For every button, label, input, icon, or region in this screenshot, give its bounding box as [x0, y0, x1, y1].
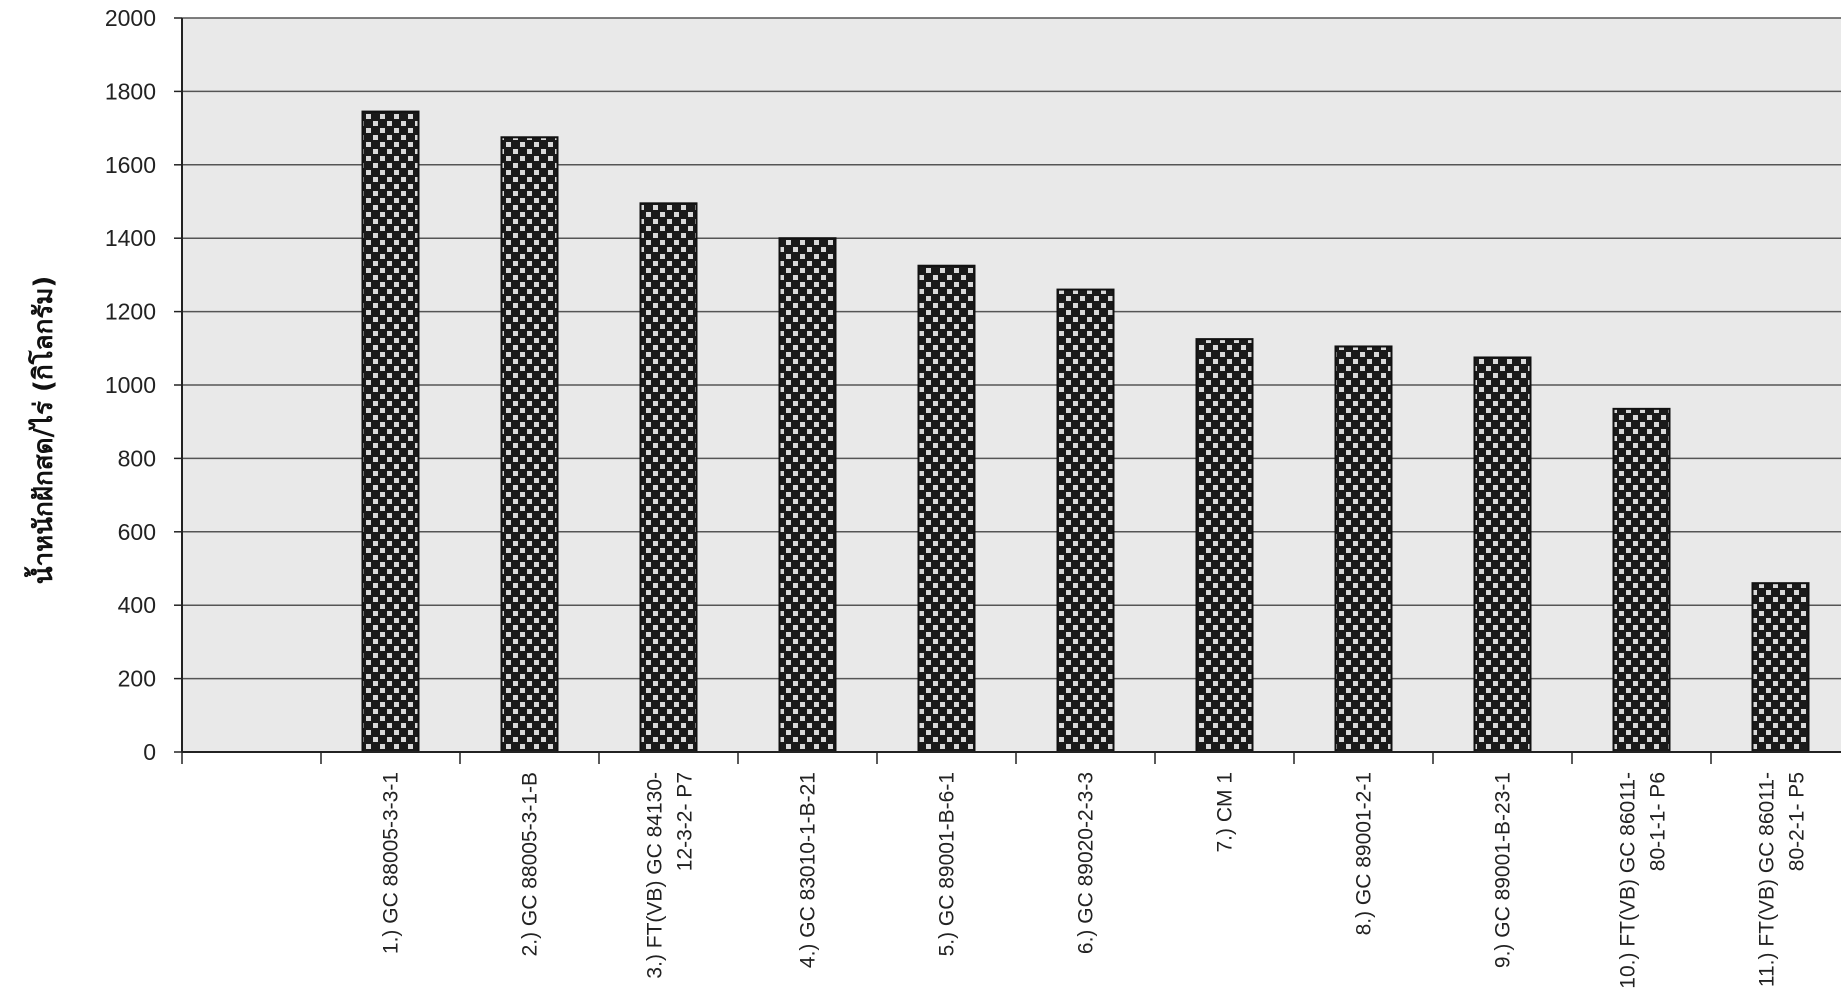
bar: [361, 110, 420, 753]
bar: [1473, 356, 1532, 753]
bar: [1056, 288, 1115, 753]
x-tick-label: 9.) GC 89001-B-23-1: [1492, 772, 1515, 968]
x-tick-label: 4.) GC 83010-1-B-21: [797, 772, 820, 968]
y-tick-label: 1600: [105, 152, 156, 178]
x-tick-label: 2.) GC 88005-3-1-B: [519, 772, 542, 956]
gridlines: [174, 17, 1841, 753]
y-tick-label: 1200: [105, 299, 156, 325]
bar: [500, 136, 559, 753]
y-tick-label: 1000: [105, 372, 156, 398]
y-tick-label: 2000: [105, 5, 156, 31]
x-tick-label: 10.) FT(VB) GC 86011- 80-1-1- P6: [1617, 772, 1670, 989]
bar: [1334, 345, 1393, 753]
y-tick-label: 400: [118, 592, 156, 618]
bar: [917, 264, 976, 753]
x-tick-label: 6.) GC 89020-2-3-3: [1075, 772, 1098, 954]
bar: [639, 202, 698, 753]
bars: [361, 110, 1810, 753]
y-tick-label: 600: [118, 519, 156, 545]
x-tick-label: 1.) GC 88005-3-3-1: [380, 772, 403, 954]
bar: [1751, 582, 1810, 753]
y-tick-label: 800: [118, 445, 156, 471]
y-axis-label: น้ำหนักฝักสด/ไร่ (กิโลกรัม): [23, 276, 59, 585]
bar: [778, 237, 837, 753]
bar: [1612, 407, 1671, 753]
x-tick-label: 8.) GC 89001-2-1: [1353, 772, 1376, 935]
y-tick-label: 0: [143, 739, 156, 765]
y-tick-labels: 0 200 400 600 800 1000 1200 1400 1600 1800 2000: [105, 5, 156, 765]
x-tick-label: 3.) FT(VB) GC 84130- 12-3-2- P7: [644, 772, 697, 979]
axes: [181, 18, 1841, 764]
x-tick-label: 5.) GC 89001-B-6-1: [936, 772, 959, 956]
x-tick-label: 11.) FT(VB) GC 86011- 80-2-1- P5: [1756, 772, 1809, 987]
y-tick-label: 1800: [105, 78, 156, 104]
y-tick-label: 1400: [105, 225, 156, 251]
y-tick-label: 200: [118, 666, 156, 692]
x-tick-labels: 1.) GC 88005-3-3-1 2.) GC 88005-3-1-B 3.) …: [380, 772, 1809, 989]
bar: [1195, 338, 1254, 753]
x-tick-label: 7.) CM 1: [1214, 772, 1237, 853]
